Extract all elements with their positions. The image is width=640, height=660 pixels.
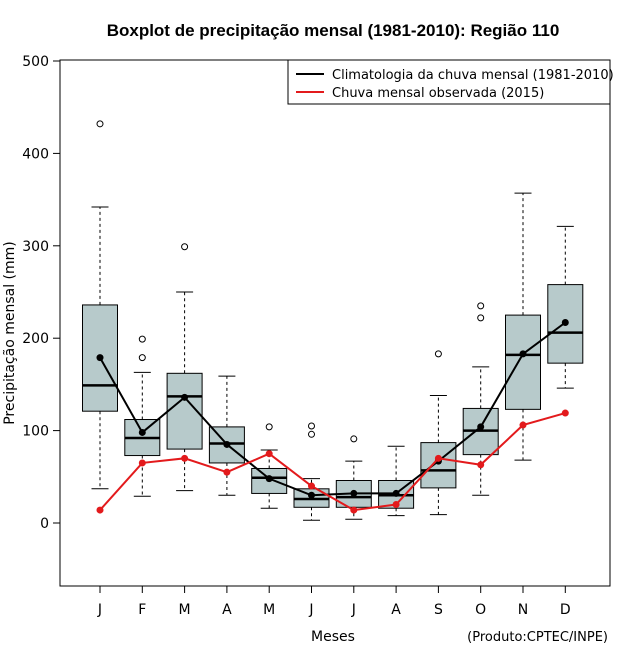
box-iqr (505, 314, 541, 410)
series-point-1 (265, 475, 273, 483)
x-tick-label: J (351, 602, 356, 618)
box-iqr (166, 372, 203, 450)
chart-title: Boxplot de precipitação mensal (1981-201… (107, 21, 560, 40)
legend: Climatologia da chuva mensal (1981-2010)… (287, 59, 614, 105)
series-point-2 (477, 461, 485, 469)
legend-label-1: Climatologia da chuva mensal (1981-2010) (332, 68, 614, 83)
series-point-1 (308, 491, 315, 499)
y-tick-label: 400 (22, 146, 49, 162)
box-6 (293, 422, 330, 521)
series-point-2 (223, 468, 231, 476)
series-point-2 (96, 506, 104, 514)
box-9 (420, 350, 457, 516)
y-axis-label: Precipitação mensal (mm) (2, 241, 18, 425)
box-1 (82, 120, 118, 490)
x-tick-label: F (138, 602, 146, 618)
y-tick-label: 200 (22, 331, 49, 347)
series-point-1 (561, 318, 569, 326)
outlier-point (138, 335, 146, 343)
outlier-point (477, 302, 485, 310)
series-point-2 (138, 459, 146, 467)
credit-text: (Produto:CPTEC/INPE) (467, 630, 608, 645)
outlier-point (350, 435, 358, 443)
box-12 (547, 225, 584, 389)
box-4 (208, 375, 245, 496)
series-point-1 (181, 393, 189, 401)
box-5 (251, 423, 288, 509)
x-tick-label: A (391, 602, 401, 618)
x-axis-label: Meses (311, 629, 355, 645)
series-line-1 (99, 321, 566, 497)
outlier-point (477, 314, 485, 322)
outlier-point (265, 423, 273, 431)
box-10 (462, 302, 499, 496)
box-11 (505, 192, 541, 461)
outlier-point (96, 120, 104, 128)
series-point-1 (350, 489, 358, 497)
x-tick-label: M (263, 602, 275, 618)
x-tick-label: J (97, 602, 102, 618)
x-tick-label: J (308, 602, 313, 618)
series-point-1 (392, 489, 400, 497)
y-axis: 0 100 200 300 400 500 (22, 54, 60, 532)
box-iqr (420, 442, 457, 489)
box-3 (166, 243, 203, 492)
series-point-2 (308, 482, 315, 490)
x-tick-label: S (434, 602, 443, 618)
series-point-2 (392, 501, 400, 509)
y-tick-label: 100 (22, 424, 49, 440)
outlier-point (138, 354, 146, 362)
x-tick-label: M (179, 602, 191, 618)
y-tick-label: 300 (22, 239, 49, 255)
lines-layer (96, 318, 569, 514)
series-point-1 (138, 428, 146, 436)
box-2 (124, 335, 161, 497)
series-point-2 (561, 409, 569, 417)
x-tick-label: A (222, 602, 232, 618)
x-tick-label: D (560, 602, 571, 618)
series-point-1 (96, 354, 104, 362)
series-point-2 (434, 454, 442, 462)
series-point-2 (181, 454, 189, 462)
series-point-2 (265, 450, 273, 458)
series-point-1 (223, 440, 231, 448)
y-tick-label: 500 (22, 54, 49, 70)
outlier-point (308, 430, 315, 438)
series-point-1 (519, 350, 527, 358)
x-tick-label: O (475, 602, 486, 618)
legend-label-2: Chuva mensal observada (2015) (332, 86, 544, 101)
series-point-2 (519, 421, 527, 429)
outlier-point (308, 422, 315, 430)
series-point-1 (477, 423, 485, 431)
series-point-2 (350, 506, 358, 514)
x-tick-label: N (518, 602, 528, 618)
series-line-2 (99, 412, 566, 512)
legend-box (287, 59, 611, 105)
outlier-point (434, 350, 442, 358)
y-tick-label: 0 (40, 516, 49, 532)
outlier-point (181, 243, 189, 251)
